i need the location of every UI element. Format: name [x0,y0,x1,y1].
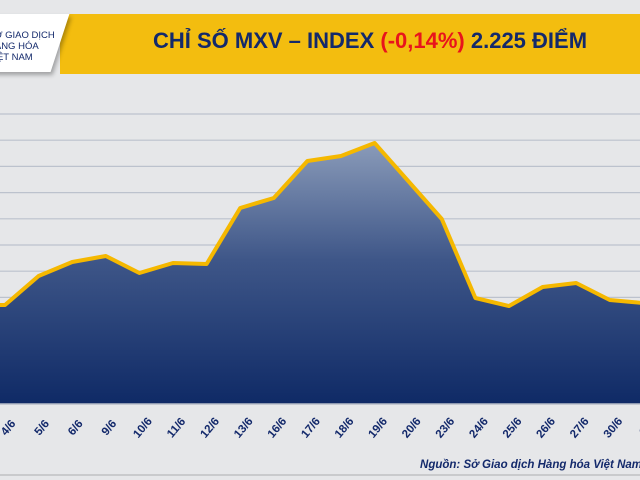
logo-text: SỞ GIAO DỊCH HÀNG HÓA VIỆT NAM [0,30,55,63]
x-tick-label: 5/6 [33,418,52,438]
x-tick-label: 30/6 [602,416,626,441]
logo-line: VIỆT NAM [0,52,33,63]
x-tick-label: 11/6 [165,416,188,440]
x-tick-label: 27/6 [568,416,592,441]
x-tick-labels: 4/6 5/6 6/6 9/6 10/6 11/6 12/6 13/6 16/6 17/6 18/6… [0,416,640,441]
title-banner [60,14,640,74]
x-tick-label: 26/6 [535,416,559,441]
chart-title: CHỈ SỐ MXV – INDEX (-0,14%) 2.225 ĐIỂM [100,28,640,54]
divider [0,474,640,476]
x-tick-label: 23/6 [434,416,458,441]
x-tick-label: 1/7 [637,418,640,438]
x-tick-label: 9/6 [100,418,119,438]
x-tick-label: 4/6 [0,418,18,438]
series-line [0,141,640,308]
area-fill [0,143,640,404]
x-tick-label: 19/6 [367,416,391,441]
title-value: 2.225 ĐIỂM [470,28,588,53]
logo-line: SỞ GIAO DỊCH [0,30,55,41]
x-tick-label: 20/6 [400,416,424,441]
x-tick-label: 25/6 [501,416,525,441]
x-tick-label: 10/6 [131,416,155,441]
x-tick-label: 18/6 [333,416,357,441]
title-change: (-0,14%) [380,28,465,53]
x-tick-label: 16/6 [266,416,290,441]
source-note: Nguồn: Sở Giao dịch Hàng hóa Việt Nam [420,459,640,471]
x-tick-label: 17/6 [299,416,323,441]
x-tick-label: 24/6 [467,416,491,441]
x-tick-label: 6/6 [66,418,85,438]
logo-line: HÀNG HÓA [0,41,39,52]
x-tick-label: 13/6 [232,416,256,441]
x-tick-label: 12/6 [199,416,223,441]
title-prefix: CHỈ SỐ MXV – INDEX [152,28,375,53]
